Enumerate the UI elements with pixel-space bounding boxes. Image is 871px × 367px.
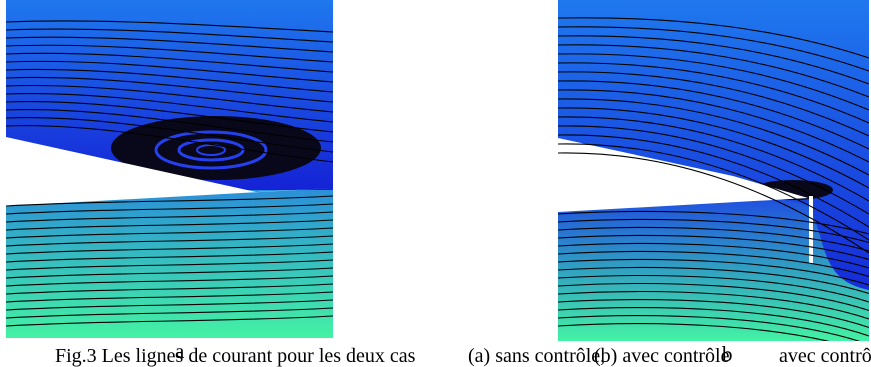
streamline <box>6 84 333 113</box>
streamline <box>558 89 869 163</box>
streamline <box>558 210 869 235</box>
streamline <box>6 227 333 239</box>
streamline <box>6 68 333 93</box>
streamline <box>6 125 333 163</box>
figure-caption: Fig.3 Les lignes de courant pour les deu… <box>0 345 871 367</box>
streamline <box>558 242 869 269</box>
streamline <box>558 226 869 252</box>
streamline <box>558 323 830 341</box>
streamline <box>6 243 333 255</box>
streamline-panel-b <box>558 0 869 341</box>
streamline <box>558 291 869 320</box>
caption-case-a: (a) sans contrôle, <box>468 345 606 367</box>
streamline <box>6 92 333 123</box>
streamline <box>558 275 869 303</box>
streamline <box>6 76 333 103</box>
streamline <box>558 71 869 137</box>
streamline-panel-a <box>6 0 333 338</box>
streamline <box>6 211 333 223</box>
streamline <box>558 44 869 98</box>
streamline <box>6 307 333 319</box>
streamline <box>558 125 869 215</box>
caption-tail: avec contrôle <box>779 345 871 367</box>
streamline <box>6 117 333 153</box>
streamline <box>6 275 333 287</box>
streamline <box>558 152 869 254</box>
streamline <box>6 219 333 231</box>
panel-a-label: a <box>175 339 185 363</box>
caption-case-b: (b) avec contrôle <box>594 345 730 367</box>
streamline <box>558 218 869 244</box>
streamline <box>6 315 333 327</box>
streamline <box>6 259 333 271</box>
panel-b-label: b <box>722 342 733 366</box>
streamline <box>558 134 869 228</box>
streamline <box>558 234 869 261</box>
streamline <box>6 109 333 143</box>
streamline <box>6 291 333 303</box>
streamline <box>6 195 333 207</box>
streamline <box>558 17 869 59</box>
streamline <box>558 307 869 337</box>
streamline <box>558 62 869 124</box>
streamline <box>558 283 869 312</box>
streamline <box>6 60 333 83</box>
streamline <box>558 315 861 341</box>
streamline <box>558 267 869 295</box>
streamline <box>6 28 333 43</box>
streamline <box>6 267 333 279</box>
streamline <box>6 20 333 33</box>
streamline <box>6 52 333 73</box>
streamline <box>6 44 333 63</box>
streamline <box>558 250 869 278</box>
streamline <box>558 107 869 189</box>
streamline <box>6 101 333 133</box>
streamline <box>6 235 333 247</box>
streamline <box>6 283 333 295</box>
streamline <box>558 80 869 150</box>
streamline <box>6 251 333 263</box>
recirculation-bubble <box>111 116 321 180</box>
streamline <box>6 203 333 215</box>
caption-title: Fig.3 Les lignes de courant pour les deu… <box>55 345 416 367</box>
streamline <box>558 26 869 72</box>
streamline <box>6 36 333 53</box>
streamline <box>558 259 869 286</box>
streamline <box>6 299 333 311</box>
streamline <box>558 53 869 111</box>
streamline <box>558 98 869 176</box>
streamline <box>558 35 869 85</box>
airfoil <box>6 137 333 206</box>
streamline <box>558 143 869 241</box>
streamline <box>558 116 869 202</box>
streamline <box>558 299 869 329</box>
